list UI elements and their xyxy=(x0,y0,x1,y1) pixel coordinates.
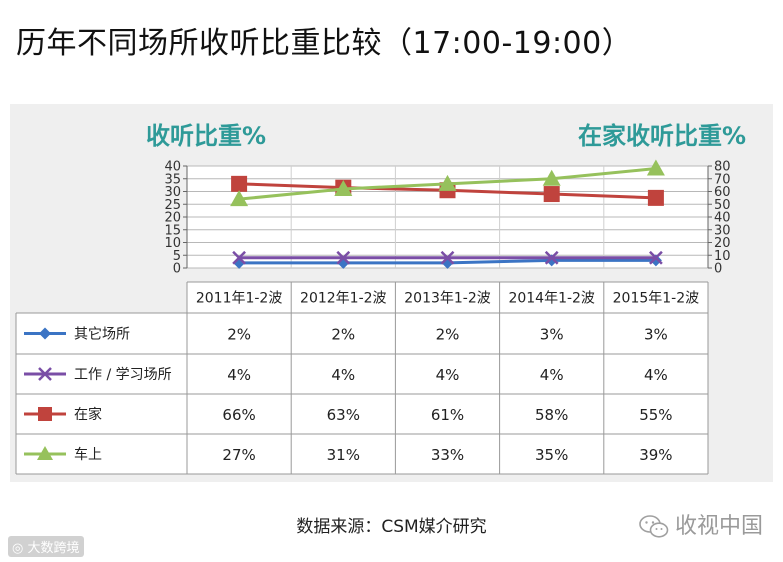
table-value-cell: 27% xyxy=(222,446,255,464)
series-point xyxy=(646,159,665,176)
table-value-cell: 2% xyxy=(436,326,460,344)
series-point xyxy=(542,169,561,186)
left-axis-tick-label: 10 xyxy=(164,236,181,251)
watermark-right-text: 收视中国 xyxy=(674,514,763,539)
table-header-cell: 2013年1-2波 xyxy=(404,291,491,307)
table-header-cell: 2015年1-2波 xyxy=(613,291,700,307)
table-value-cell: 3% xyxy=(644,326,668,344)
right-axis-tick-label: 60 xyxy=(714,185,731,200)
table-value-cell: 55% xyxy=(639,406,672,424)
table-header-cell: 2012年1-2波 xyxy=(300,291,387,307)
left-axis-tick-label: 0 xyxy=(173,262,181,277)
series-point xyxy=(647,189,664,206)
left-axis-tick-label: 35 xyxy=(164,172,181,187)
right-axis-tick-label: 50 xyxy=(714,198,731,213)
table-value-cell: 61% xyxy=(431,406,464,424)
series-point xyxy=(336,250,351,265)
watermark-left: ◎ 大数跨境 xyxy=(8,536,84,557)
table-value-cell: 3% xyxy=(540,326,564,344)
series-point xyxy=(543,186,560,203)
data-source: 数据来源：CSM媒介研究 xyxy=(296,517,487,537)
right-axis-tick-label: 40 xyxy=(714,211,731,226)
legend-marker xyxy=(39,327,51,340)
legend-label: 工作 / 学习场所 xyxy=(74,367,172,383)
legend-label: 在家 xyxy=(74,406,102,423)
right-axis-title: 在家收听比重% xyxy=(578,122,747,150)
watermark-shouzhi: 收视中国 xyxy=(639,508,763,540)
table-header-cell: 2014年1-2波 xyxy=(508,291,595,307)
left-axis-title: 收听比重% xyxy=(146,122,267,150)
table-value-cell: 63% xyxy=(327,406,360,424)
series-point xyxy=(334,179,353,196)
table-header-cell: 2011年1-2波 xyxy=(196,291,283,307)
right-axis-tick-label: 30 xyxy=(714,223,731,238)
legend-marker xyxy=(37,446,53,460)
series-point xyxy=(231,175,248,192)
table-value-cell: 58% xyxy=(535,406,568,424)
left-axis-tick-label: 30 xyxy=(164,185,181,200)
watermark-left-text: 大数跨境 xyxy=(27,541,80,556)
left-axis-tick-label: 40 xyxy=(164,160,181,175)
right-axis-tick-label: 10 xyxy=(714,249,731,264)
legend-marker xyxy=(38,407,52,421)
table-value-cell: 35% xyxy=(535,446,568,464)
table-value-cell: 2% xyxy=(227,326,251,344)
page-title: 历年不同场所收听比重比较（17:00-19:00） xyxy=(16,26,633,61)
table-value-cell: 39% xyxy=(639,446,672,464)
series-point xyxy=(438,174,457,191)
series-point xyxy=(440,250,455,265)
table-value-cell: 4% xyxy=(436,366,460,384)
table-value-cell: 66% xyxy=(222,406,255,424)
table-value-cell: 4% xyxy=(227,366,251,384)
table-value-cell: 4% xyxy=(331,366,355,384)
series-point xyxy=(649,250,663,265)
table-value-cell: 2% xyxy=(331,326,355,344)
table-value-cell: 31% xyxy=(327,446,360,464)
legend-label: 其它场所 xyxy=(74,326,130,343)
right-axis-tick-label: 20 xyxy=(714,236,731,251)
series-point xyxy=(544,250,559,265)
series-point xyxy=(232,250,246,265)
left-axis-tick-label: 20 xyxy=(164,211,181,226)
table-value-cell: 4% xyxy=(540,366,564,384)
wechat-icon xyxy=(639,515,669,538)
table-value-cell: 4% xyxy=(644,366,668,384)
legend-marker xyxy=(38,367,52,381)
table-value-cell: 33% xyxy=(431,446,464,464)
left-axis-tick-label: 25 xyxy=(164,198,181,213)
series-point xyxy=(230,190,249,207)
right-axis-tick-label: 70 xyxy=(714,172,731,187)
right-axis-tick-label: 80 xyxy=(714,160,731,175)
right-axis-tick-label: 0 xyxy=(714,262,722,277)
left-axis-tick-label: 5 xyxy=(173,249,181,264)
data-table-body xyxy=(187,282,708,474)
left-axis-tick-label: 15 xyxy=(164,223,181,238)
legend-label: 车上 xyxy=(74,446,102,463)
